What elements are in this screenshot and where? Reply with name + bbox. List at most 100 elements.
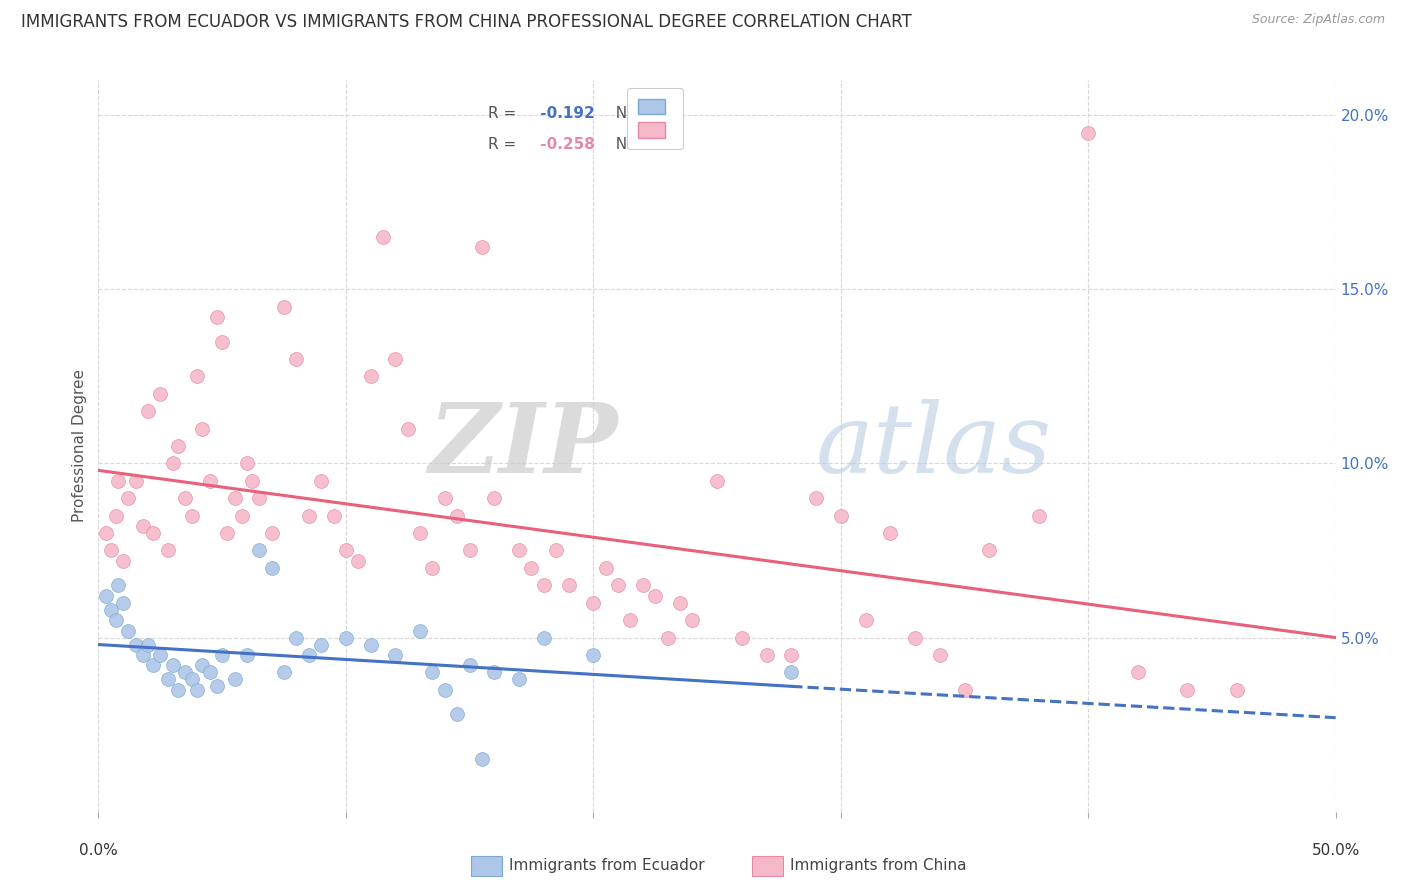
Point xyxy=(260,561,283,575)
Point xyxy=(186,369,208,384)
Text: N =: N = xyxy=(606,105,650,120)
Point xyxy=(247,543,270,558)
Point xyxy=(347,554,370,568)
Point xyxy=(484,491,506,506)
Text: -0.192: -0.192 xyxy=(536,105,595,120)
Point xyxy=(240,474,263,488)
Text: IMMIGRANTS FROM ECUADOR VS IMMIGRANTS FROM CHINA PROFESSIONAL DEGREE CORRELATION: IMMIGRANTS FROM ECUADOR VS IMMIGRANTS FR… xyxy=(21,13,912,31)
Point xyxy=(979,543,1001,558)
Y-axis label: Professional Degree: Professional Degree xyxy=(72,369,87,523)
Point xyxy=(1126,665,1149,680)
Point xyxy=(371,230,394,244)
Point xyxy=(107,578,129,592)
Point xyxy=(211,648,233,662)
Point xyxy=(471,240,494,254)
Point xyxy=(112,596,135,610)
Point xyxy=(174,491,197,506)
Point xyxy=(285,351,308,366)
Point xyxy=(100,543,122,558)
Point xyxy=(174,665,197,680)
Point xyxy=(508,543,530,558)
Point xyxy=(409,624,432,638)
Point xyxy=(669,596,692,610)
Point xyxy=(132,519,155,533)
Point xyxy=(422,561,444,575)
Point xyxy=(217,526,239,541)
Point xyxy=(706,474,728,488)
Point xyxy=(205,679,228,693)
Point xyxy=(273,300,295,314)
Point xyxy=(458,658,481,673)
Point xyxy=(149,648,172,662)
Point xyxy=(928,648,950,662)
Point xyxy=(224,673,246,687)
Point xyxy=(224,491,246,506)
Point xyxy=(557,578,579,592)
Text: Immigrants from Ecuador: Immigrants from Ecuador xyxy=(509,858,704,872)
Point xyxy=(104,508,127,523)
Point xyxy=(322,508,344,523)
Point xyxy=(433,491,456,506)
Text: Source: ZipAtlas.com: Source: ZipAtlas.com xyxy=(1251,13,1385,27)
Point xyxy=(94,526,117,541)
Point xyxy=(309,638,332,652)
Point xyxy=(100,603,122,617)
Point xyxy=(136,638,159,652)
Point xyxy=(458,543,481,558)
Point xyxy=(433,682,456,697)
Point xyxy=(446,508,468,523)
Text: -0.258: -0.258 xyxy=(536,137,595,153)
Point xyxy=(508,673,530,687)
Point xyxy=(830,508,852,523)
Point xyxy=(409,526,432,541)
Point xyxy=(533,578,555,592)
Point xyxy=(335,543,357,558)
Point xyxy=(298,508,321,523)
Point xyxy=(198,665,221,680)
Point xyxy=(166,439,188,453)
Point xyxy=(181,508,204,523)
Point xyxy=(191,658,214,673)
Point xyxy=(107,474,129,488)
Point xyxy=(149,386,172,401)
Point xyxy=(136,404,159,418)
Text: N =: N = xyxy=(606,137,650,153)
Point xyxy=(1175,682,1198,697)
Point xyxy=(186,682,208,697)
Point xyxy=(309,474,332,488)
Point xyxy=(396,421,419,435)
Point xyxy=(285,631,308,645)
Point xyxy=(94,589,117,603)
Text: 50.0%: 50.0% xyxy=(1312,843,1360,858)
Point xyxy=(520,561,543,575)
Point xyxy=(471,752,494,766)
Point xyxy=(731,631,754,645)
Point xyxy=(112,554,135,568)
Point xyxy=(298,648,321,662)
Point xyxy=(273,665,295,680)
Point xyxy=(142,526,165,541)
Point xyxy=(422,665,444,680)
Point xyxy=(681,613,703,627)
Point xyxy=(166,682,188,697)
Point xyxy=(117,491,139,506)
Text: R =: R = xyxy=(488,105,522,120)
Point xyxy=(755,648,778,662)
Point xyxy=(132,648,155,662)
Point xyxy=(484,665,506,680)
Point xyxy=(360,638,382,652)
Point xyxy=(162,457,184,471)
Point xyxy=(156,543,179,558)
Point xyxy=(162,658,184,673)
Point xyxy=(855,613,877,627)
Point xyxy=(236,648,259,662)
Point xyxy=(607,578,630,592)
Point xyxy=(142,658,165,673)
Text: atlas: atlas xyxy=(815,399,1052,493)
Text: R =: R = xyxy=(488,137,522,153)
Point xyxy=(384,648,406,662)
Point xyxy=(780,665,803,680)
Point xyxy=(446,707,468,722)
Point xyxy=(247,491,270,506)
Point xyxy=(181,673,204,687)
